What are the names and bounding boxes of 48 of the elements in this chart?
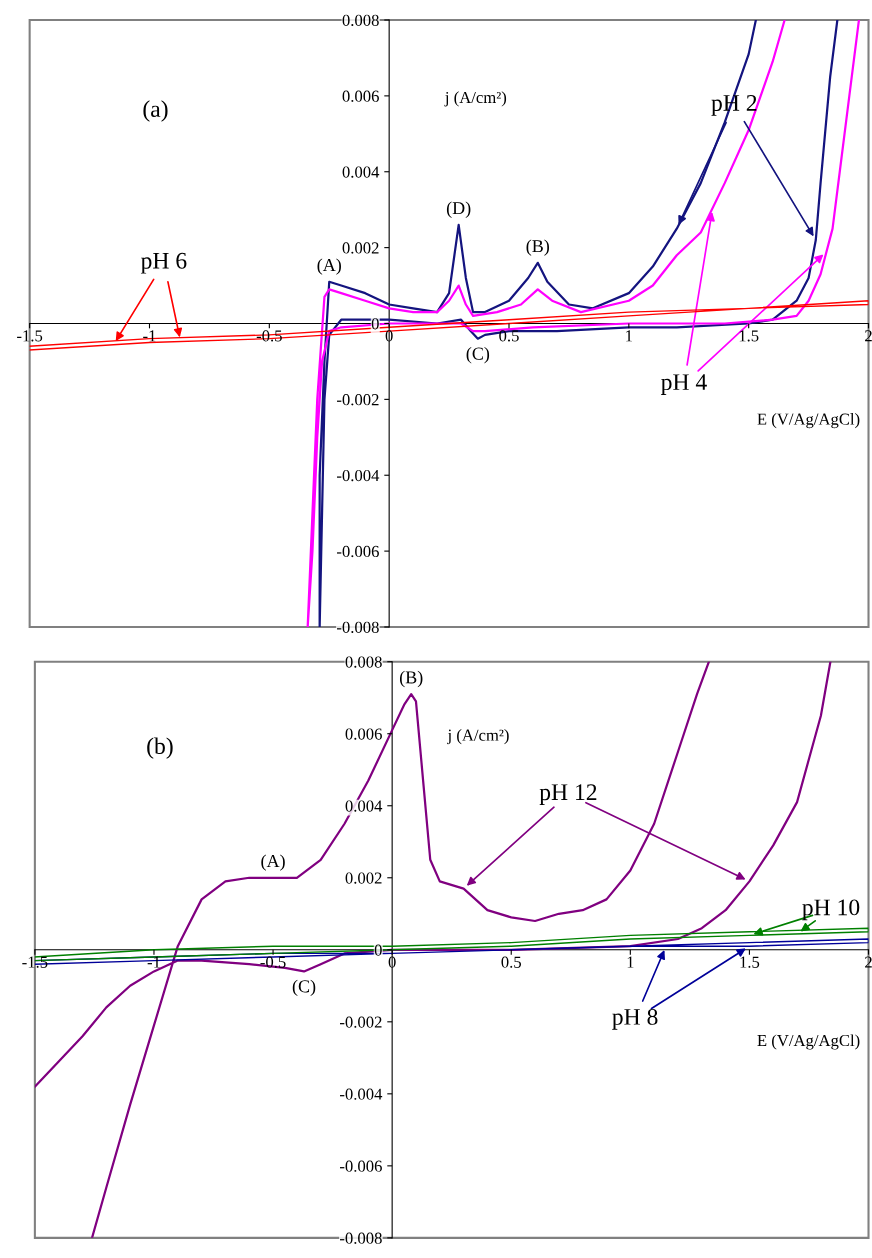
text: pH 4 xyxy=(661,374,707,395)
text: pH 12 xyxy=(539,784,597,805)
annotation: (A) xyxy=(261,854,285,871)
x-tick-label: -1.5 xyxy=(22,956,48,968)
x-tick-label: 1.5 xyxy=(739,330,759,342)
annotation: (B) xyxy=(526,239,549,256)
legend-label: pH 8 xyxy=(612,1008,658,1030)
x-tick-label: 0.5 xyxy=(499,330,519,342)
y-tick-label: -0.004 xyxy=(337,469,380,482)
y-tick-label: -0.008 xyxy=(337,621,379,634)
annotation: (D) xyxy=(446,201,471,218)
text: pH 6 xyxy=(140,252,187,274)
y-tick-label: 0.004 xyxy=(342,166,380,178)
y-tick-label: 0.006 xyxy=(342,90,379,102)
y-tick-label: 0 xyxy=(374,944,382,956)
y-tick-label: 0.008 xyxy=(345,656,382,668)
series-label: pH 10 xyxy=(802,899,860,921)
y-tick-label: -0.004 xyxy=(340,1088,383,1100)
y-tick-label: -0.006 xyxy=(337,545,379,558)
x-tick-label: 1 xyxy=(626,330,632,342)
y-tick-label: -0.002 xyxy=(340,1016,382,1028)
annotation: (A) xyxy=(317,258,341,275)
y-tick-label: -0.008 xyxy=(340,1232,382,1244)
x-axis-title: E (V/Ag/AgCl) xyxy=(757,1034,860,1050)
x-tick-label: -0.5 xyxy=(256,330,282,342)
y-tick-label: 0.006 xyxy=(345,728,382,740)
y-tick-label: 0.002 xyxy=(342,242,379,254)
x-tick-label: 1.5 xyxy=(740,956,760,968)
x-tick-label: -1.5 xyxy=(17,330,43,342)
y-tick-label: 0.002 xyxy=(345,872,382,884)
y-axis-title: j (A/cm²) xyxy=(444,91,507,107)
x-axis-title: E (V/Ag/AgCl) xyxy=(757,413,860,429)
annotation: (C) xyxy=(466,347,490,364)
annotation: (C) xyxy=(292,979,316,997)
y-tick-label: 0.008 xyxy=(342,14,379,27)
y-tick-label: -0.006 xyxy=(340,1160,382,1172)
x-tick-label: 2 xyxy=(865,330,872,342)
x-tick-label: 1 xyxy=(627,956,634,968)
text: (b) xyxy=(147,737,173,759)
y-tick-label: -0.002 xyxy=(337,394,379,406)
annotation: (B) xyxy=(399,670,423,688)
x-tick-label: 0.5 xyxy=(501,956,522,968)
y-axis-title: j (A/cm²) xyxy=(447,729,509,745)
y-tick-label: 0 xyxy=(371,318,379,330)
text: (a) xyxy=(143,100,168,122)
x-tick-label: -0.5 xyxy=(260,956,286,968)
x-tick-label: 2 xyxy=(865,956,872,968)
y-tick-label: 0.004 xyxy=(345,800,383,812)
